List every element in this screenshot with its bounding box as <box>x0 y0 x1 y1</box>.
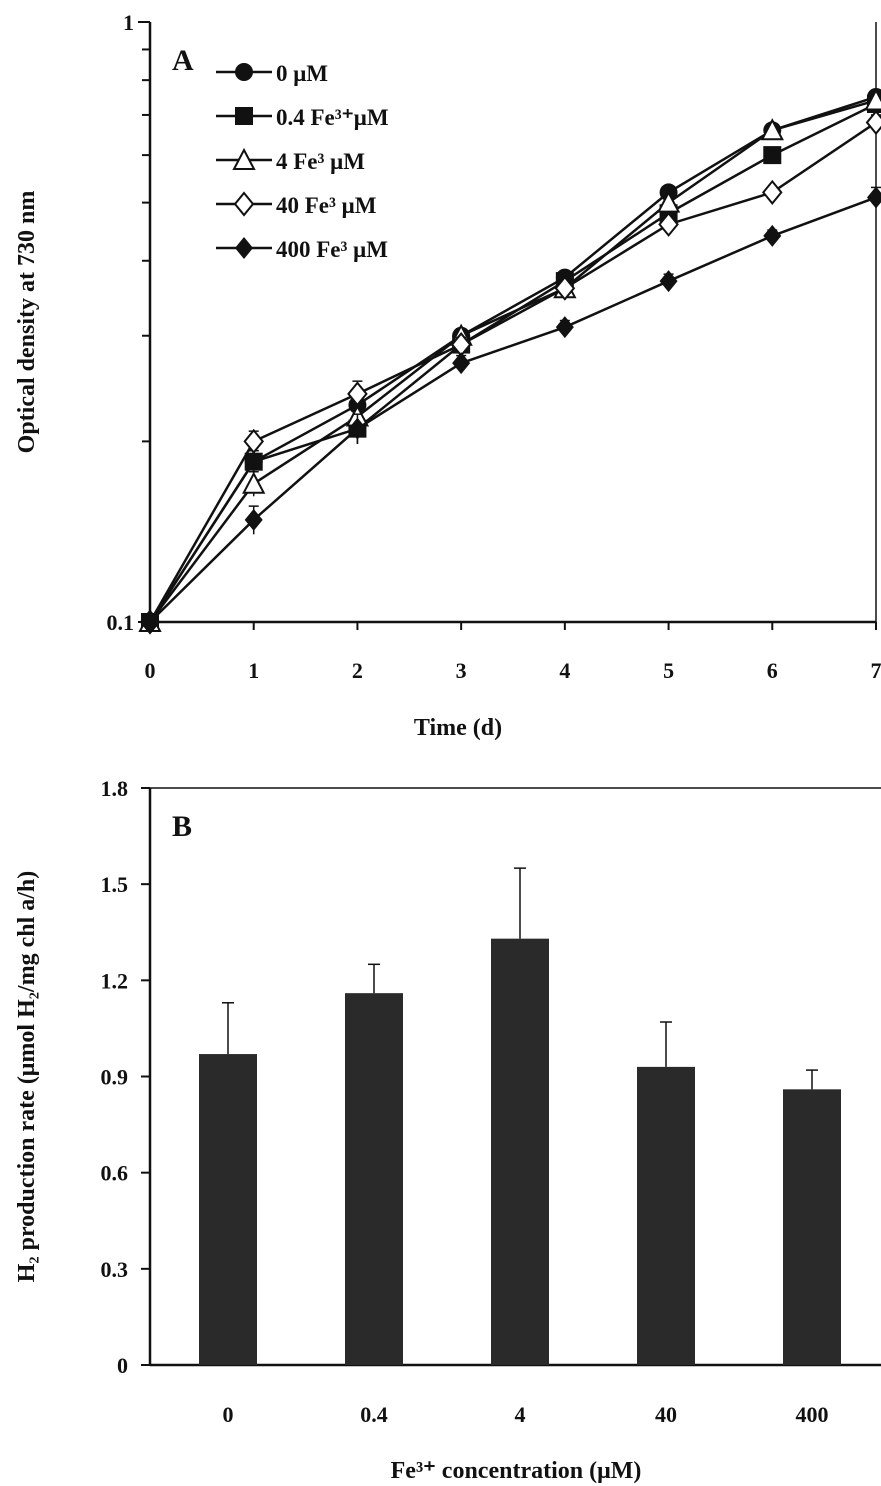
data-point-2 <box>864 88 881 111</box>
legend-label-0: 0 μM <box>276 61 328 86</box>
data-point-4 <box>555 316 574 339</box>
legend-marker-2 <box>232 147 256 170</box>
data-point-3 <box>243 428 265 454</box>
y-tick-label: 1.8 <box>101 776 129 801</box>
data-point-4 <box>348 417 367 440</box>
x-tick-label: 0 <box>145 658 156 683</box>
x-tick-label: 3 <box>456 658 467 683</box>
legend-marker-0 <box>235 63 253 81</box>
x-axis-label: Time (d) <box>414 715 502 741</box>
data-point-3 <box>347 381 368 407</box>
data-point-4 <box>452 352 471 375</box>
bar-3 <box>637 1066 695 1365</box>
data-point-4 <box>659 270 678 293</box>
legend-marker-4 <box>235 237 253 259</box>
y-tick-label: 0.3 <box>101 1257 129 1282</box>
data-point-4 <box>141 611 159 633</box>
x-tick-label: 40 <box>655 1402 677 1427</box>
data-point-3 <box>865 109 881 136</box>
data-point-3 <box>761 179 783 205</box>
x-tick-label: 4 <box>559 658 570 683</box>
series-line-2 <box>149 99 877 623</box>
y-tick-label: 0.9 <box>101 1065 129 1090</box>
data-point-1 <box>763 146 782 165</box>
y-tick-label: 1.2 <box>101 968 129 993</box>
bar-1 <box>345 993 403 1365</box>
y-axis-label: Optical density at 730 nm <box>14 191 40 454</box>
legend-label-3: 40 Fe³ μM <box>276 193 377 218</box>
bar-0 <box>199 1054 257 1365</box>
x-tick-label: 1 <box>248 658 259 683</box>
y-tick-label: 0.1 <box>107 610 135 635</box>
x-tick-label: 4 <box>515 1402 526 1427</box>
data-point-2 <box>656 190 681 213</box>
y-tick-label: 1 <box>123 10 134 35</box>
legend-label-4: 400 Fe³ μM <box>276 237 388 262</box>
legend-marker-3 <box>233 191 255 217</box>
x-tick-label: 6 <box>767 658 778 683</box>
data-point-4 <box>867 186 881 209</box>
x-tick-label: 5 <box>663 658 674 683</box>
y-tick-label: 0 <box>117 1353 128 1378</box>
series-line-0 <box>148 95 877 623</box>
data-point-2 <box>242 471 266 494</box>
data-point-1 <box>244 452 263 471</box>
legend-marker-1 <box>235 107 253 125</box>
y-axis-label: H₂ production rate (μmol H₂/mg chl a/h) <box>14 871 40 1283</box>
panel-label-b: B <box>172 810 192 843</box>
legend-label-1: 0.4 Fe³⁺μM <box>276 105 389 130</box>
legend-label-2: 4 Fe³ μM <box>276 149 365 174</box>
series-line-3 <box>148 121 877 623</box>
data-point-4 <box>244 508 263 531</box>
data-point-2 <box>760 118 784 141</box>
panel-b-bar-chart: 0 0.3 0.6 0.9 1.2 1.5 1.8 0 0.4 4 40 400 Fe³⁺ concen… <box>14 776 881 1484</box>
x-tick-label: 2 <box>352 658 363 683</box>
y-tick-label: 0.6 <box>101 1161 129 1186</box>
x-axis-label: Fe³⁺ concentration (μM) <box>391 1458 642 1484</box>
data-point-4 <box>763 224 782 247</box>
data-point-3 <box>658 211 679 237</box>
series-line-4 <box>149 196 877 623</box>
x-tick-label: 7 <box>871 658 881 683</box>
bar-2 <box>491 938 549 1365</box>
data-point-3 <box>554 275 576 301</box>
y-tick-label: 1.5 <box>101 872 129 897</box>
series-line-1 <box>148 102 877 623</box>
x-tick-label: 0.4 <box>360 1402 388 1427</box>
panel-a-line-chart: 0.1 1 0 1 2 3 4 5 6 7 Time (d) Optical density at 7… <box>14 10 881 741</box>
x-tick-label: 0 <box>223 1402 234 1427</box>
x-tick-label: 400 <box>796 1402 829 1427</box>
panel-label-a: A <box>172 44 194 77</box>
bar-4 <box>783 1089 841 1365</box>
